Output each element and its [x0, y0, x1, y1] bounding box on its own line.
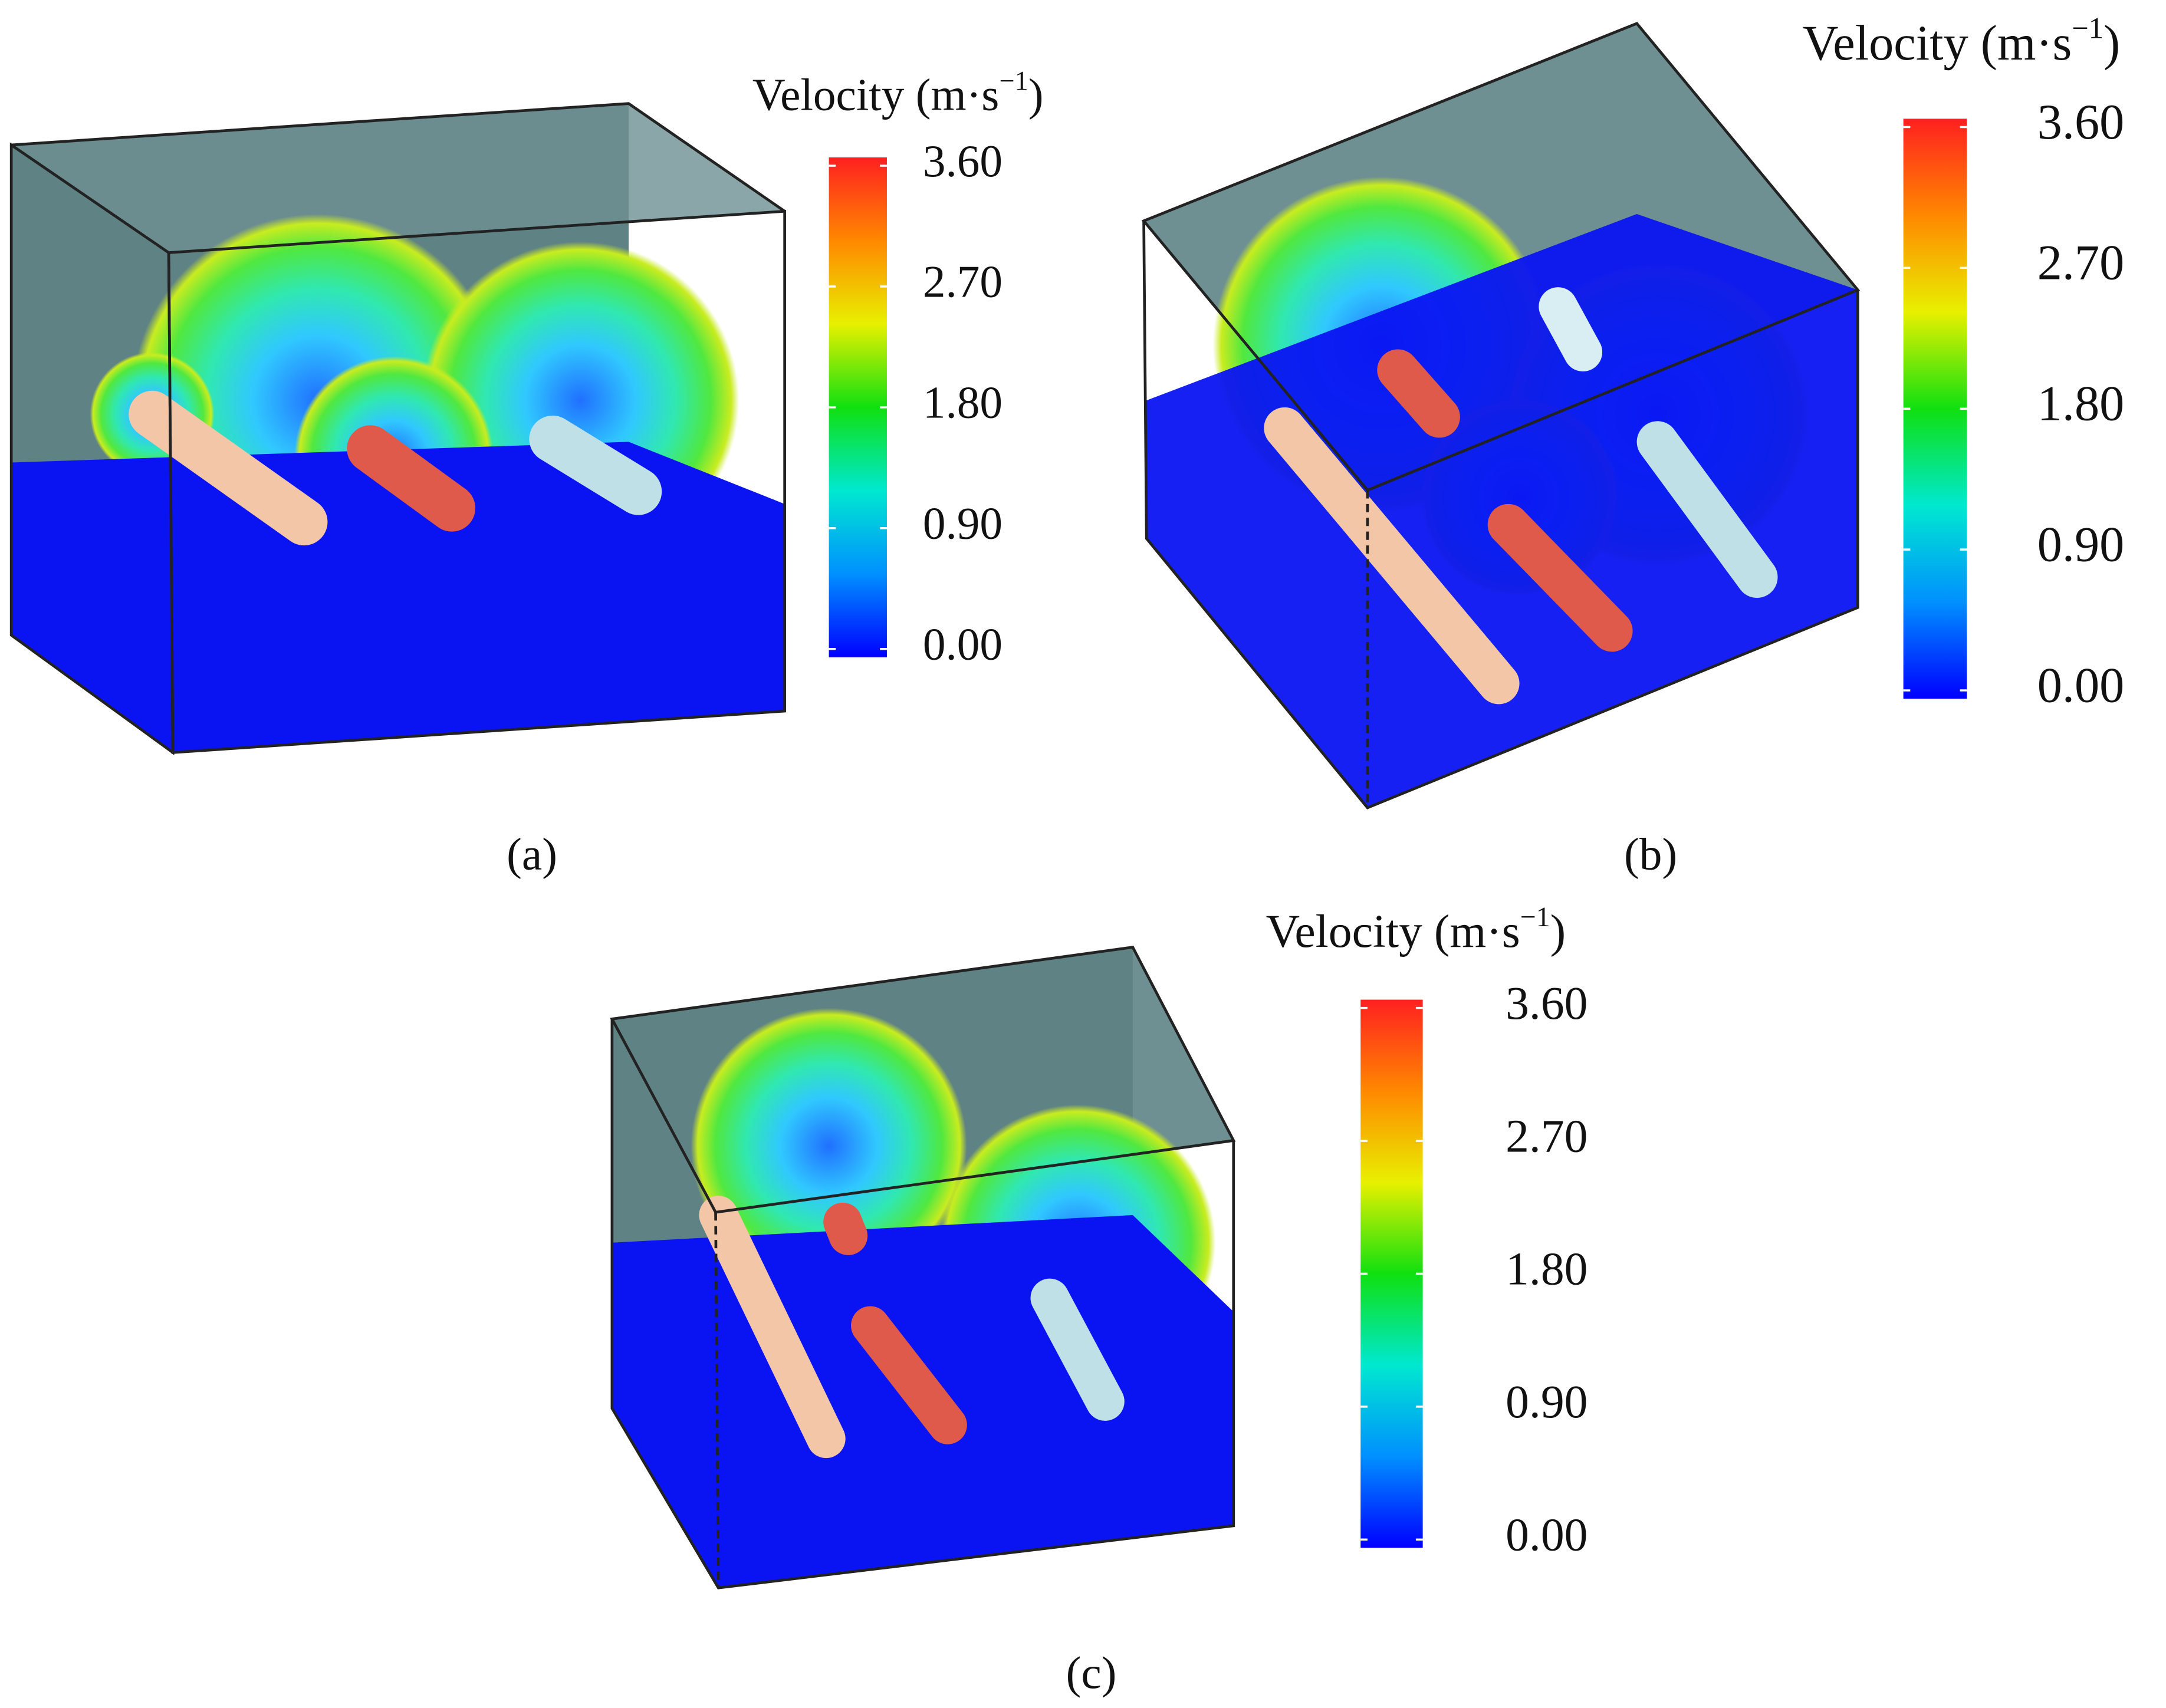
tick-label: 0.00 — [923, 618, 1003, 669]
title-close: ) — [1550, 906, 1566, 957]
shaft — [1636, 421, 1778, 598]
panel-label: (c) — [1066, 1647, 1117, 1698]
panel-label: (a) — [507, 828, 557, 879]
shaft — [129, 390, 328, 546]
title-superscript: −1 — [1520, 901, 1550, 933]
title-text: Velocity (m·s — [752, 69, 999, 120]
box-edge — [1142, 221, 1859, 809]
fluid — [11, 442, 785, 753]
title-text: Velocity (m·s — [1803, 16, 2072, 71]
colorbar-title: Velocity (m·s−1) — [752, 66, 1044, 120]
tick-label: 2.70 — [2037, 236, 2125, 291]
colorbar-gradient — [1903, 119, 1967, 699]
box-edge — [714, 1212, 720, 1588]
shaft — [1377, 349, 1460, 438]
tick-label: 1.80 — [2037, 377, 2125, 432]
shaft — [1539, 287, 1603, 371]
shaft — [1264, 407, 1520, 705]
tick-label: 3.60 — [1506, 978, 1587, 1029]
gear — [691, 1008, 967, 1285]
shaft — [529, 415, 662, 515]
shaft — [1487, 503, 1633, 652]
tick-label: 1.80 — [1506, 1243, 1587, 1295]
colorbar-gradient — [829, 157, 887, 657]
colorbar: 3.60 2.70 1.80 0.90 0.00 Velocity (m·s−1) — [1803, 11, 2125, 713]
title-superscript: −1 — [2072, 11, 2103, 44]
scene-c — [610, 946, 1236, 1589]
tick-label: 0.90 — [923, 498, 1003, 549]
tick-label: 3.60 — [2037, 95, 2125, 150]
title-close: ) — [1028, 69, 1044, 120]
colorbar-gradient — [1360, 999, 1423, 1548]
box-edge — [167, 209, 786, 754]
tick-label: 0.90 — [2037, 517, 2125, 572]
colorbar-title: Velocity (m·s−1) — [1266, 901, 1566, 957]
tick-label: 2.70 — [1506, 1110, 1587, 1162]
colorbar: 3.60 2.70 1.80 0.90 0.00 Velocity (m·s−1) — [1266, 901, 1588, 1561]
tick-label: 0.00 — [2037, 658, 2125, 713]
colorbar: 3.60 2.70 1.80 0.90 0.00 Velocity (m·s−1) — [752, 66, 1044, 669]
tick-label: 1.80 — [923, 377, 1003, 428]
scene-a — [9, 102, 786, 755]
title-text: Velocity (m·s — [1266, 906, 1520, 957]
panel-label: (b) — [1624, 828, 1677, 879]
shaft — [347, 425, 476, 532]
tick-label: 2.70 — [923, 256, 1003, 307]
shaft — [1030, 1278, 1125, 1421]
scene-b — [1141, 22, 1861, 809]
title-superscript: −1 — [999, 66, 1028, 96]
tick-label: 0.90 — [1506, 1376, 1587, 1428]
tick-label: 3.60 — [923, 136, 1003, 186]
shaft — [851, 1306, 967, 1444]
tick-label: 0.00 — [1506, 1509, 1587, 1561]
box-edge — [11, 102, 785, 213]
colorbar-title: Velocity (m·s−1) — [1803, 11, 2120, 71]
shaft — [699, 1196, 846, 1459]
shaft — [823, 1202, 868, 1255]
box-top — [11, 103, 785, 253]
title-close: ) — [2103, 16, 2120, 71]
